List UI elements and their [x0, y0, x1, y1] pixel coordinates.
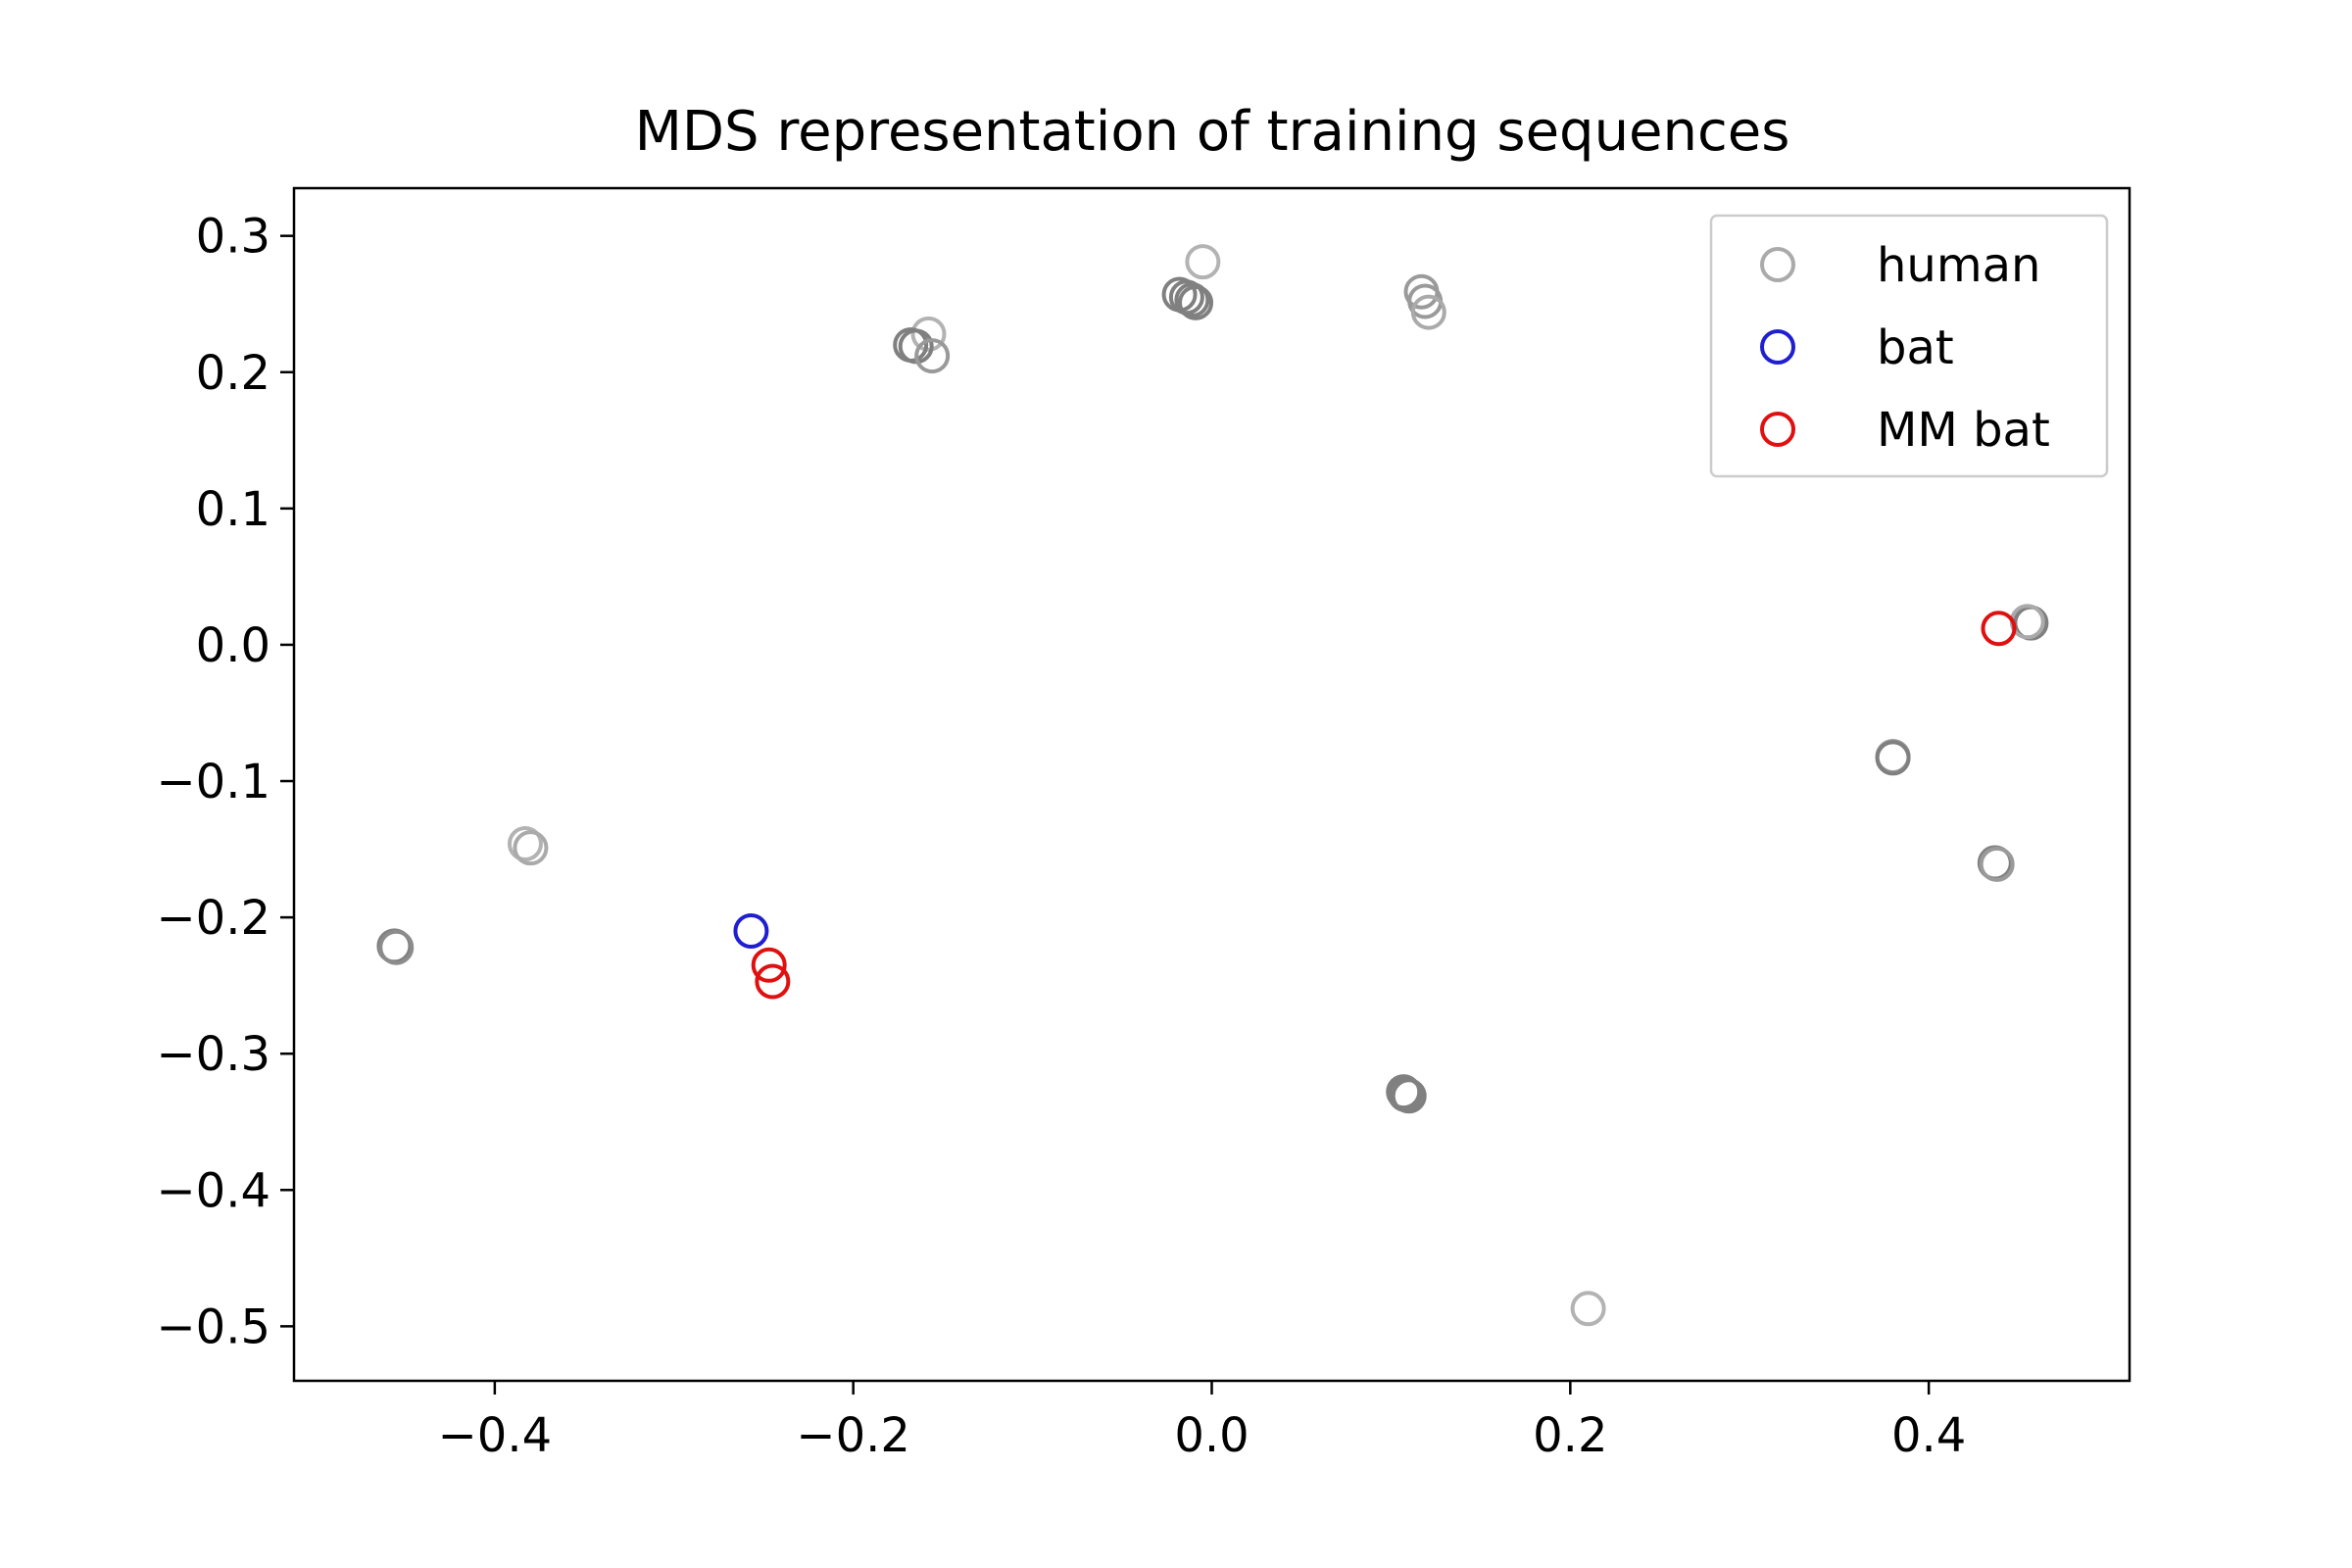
human-point	[914, 338, 951, 374]
legend-marker-human	[1760, 247, 1795, 282]
chart-title: MDS representation of training sequences	[635, 100, 1790, 164]
human-point	[1570, 1291, 1606, 1327]
y-tick-label: −0.5	[156, 1299, 270, 1354]
mm-bat-point	[751, 947, 787, 983]
human-point	[1875, 740, 1911, 776]
human-point	[1979, 846, 2015, 882]
y-tick-label: 0.3	[196, 210, 270, 265]
y-tick-label: −0.3	[156, 1027, 270, 1082]
human-point	[910, 316, 947, 352]
y-tick-label: −0.1	[156, 755, 270, 809]
legend-marker-bat	[1760, 329, 1795, 365]
human-point	[513, 830, 549, 866]
human-point	[1174, 282, 1210, 318]
human-point	[1410, 294, 1446, 330]
mm-bat-point	[1981, 611, 2017, 647]
x-tick-label: 0.4	[1891, 1408, 1966, 1463]
bat-point	[733, 913, 769, 950]
human-point	[507, 826, 543, 862]
y-tick-label: −0.2	[156, 891, 270, 946]
legend-label-human: human	[1877, 238, 2040, 293]
x-tick-label: −0.2	[796, 1408, 910, 1463]
x-tick-label: 0.2	[1533, 1408, 1607, 1463]
legend-label-mm-bat: MM bat	[1877, 403, 2050, 458]
y-tick-label: 0.2	[196, 346, 270, 401]
data-points	[376, 244, 2049, 1327]
human-point	[1178, 284, 1214, 320]
y-tick-label: 0.1	[196, 482, 270, 537]
mm-bat-point	[755, 963, 791, 1000]
human-point	[1185, 244, 1221, 280]
y-tick-label: −0.4	[156, 1163, 270, 1218]
axis-ticks: −0.4 −0.2 0.0 0.2 0.4 0.3 0.2 0.1 0.0 −0.1 −0.2 −0.…	[156, 210, 1966, 1463]
legend: human bat MM bat	[1709, 214, 2109, 478]
human-point	[378, 929, 415, 965]
legend-marker-mm-bat	[1760, 412, 1795, 447]
legend-box	[1709, 214, 2109, 478]
human-point	[1388, 1076, 1424, 1112]
legend-label-bat: bat	[1877, 320, 1954, 375]
plot-area-frame	[292, 186, 2132, 1383]
x-tick-label: −0.4	[438, 1408, 553, 1463]
y-tick-label: 0.0	[196, 618, 270, 673]
x-tick-label: 0.0	[1174, 1408, 1249, 1463]
